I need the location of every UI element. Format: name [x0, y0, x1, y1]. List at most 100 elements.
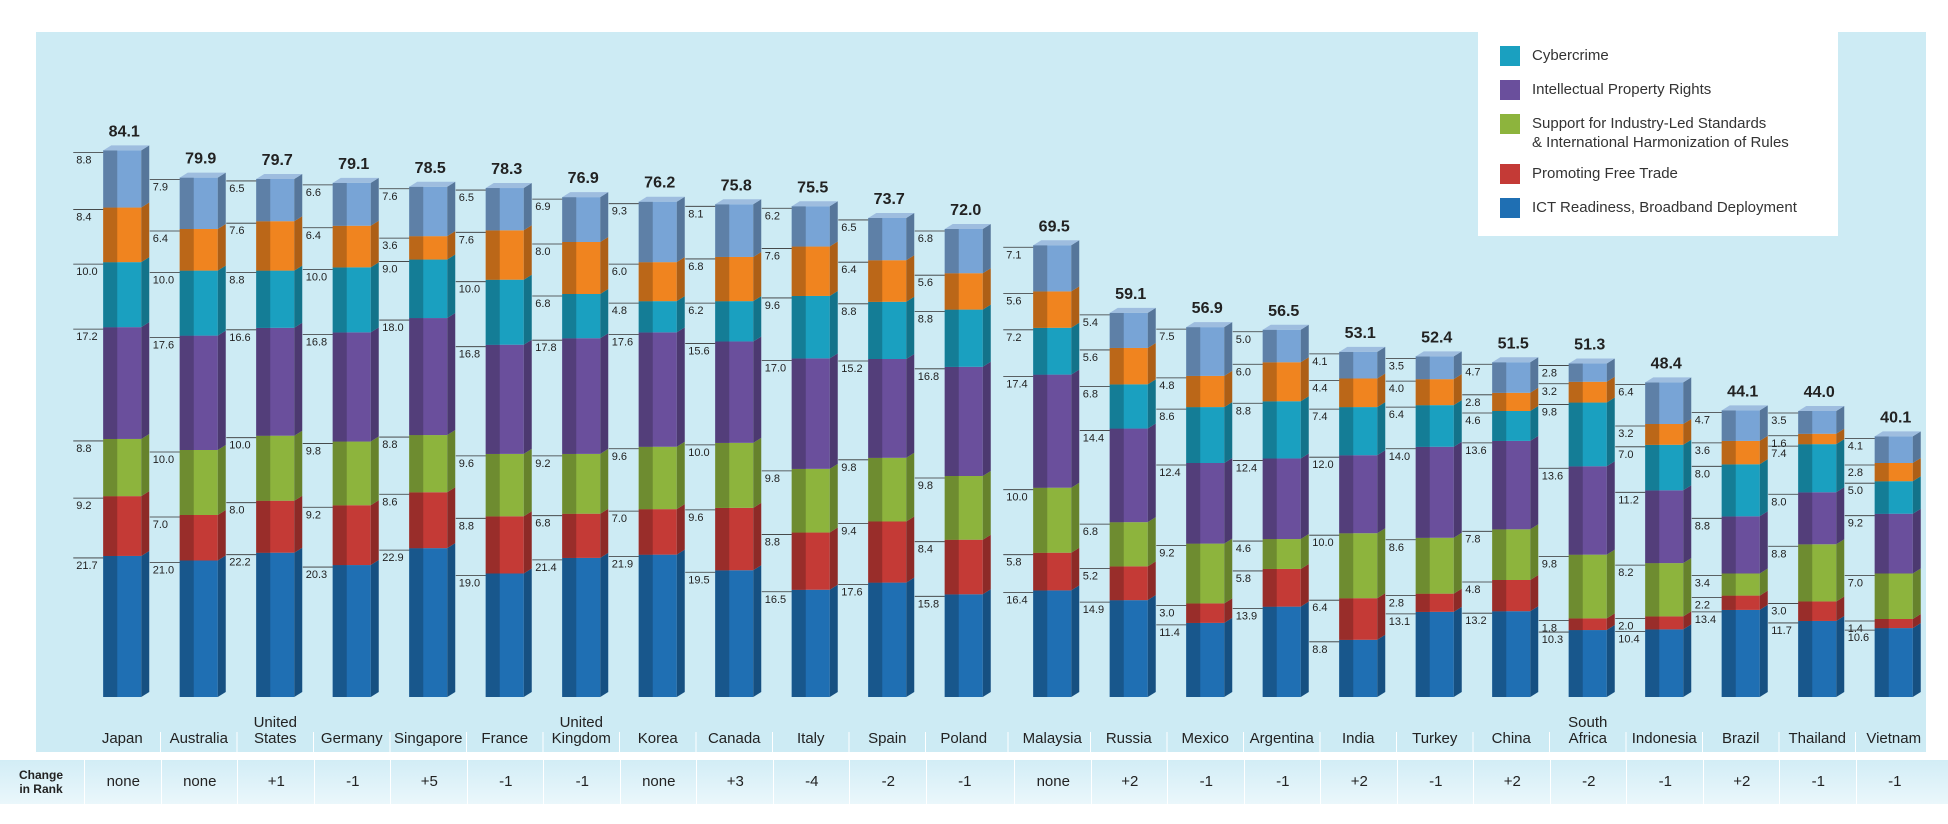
bar-segment-side [1759, 405, 1768, 441]
bar-segment-side [1606, 461, 1615, 555]
segment-value-label: 6.8 [918, 233, 933, 245]
bar-segment-shade [562, 242, 577, 294]
category-label: Spain [868, 730, 906, 747]
segment-value-label: 14.4 [1083, 433, 1104, 445]
category-label: Thailand [1788, 730, 1846, 747]
legend-item: Cybercrime [1500, 46, 1609, 66]
bar-segment-shade [562, 513, 577, 558]
bar-segment-shade [715, 507, 730, 571]
segment-value-label: 7.0 [612, 513, 627, 525]
segment-value-label: 8.4 [76, 212, 91, 224]
segment-value-label: 5.6 [1006, 295, 1021, 307]
rank-change-cell: +1 [237, 760, 315, 804]
bar-segment-side [294, 430, 303, 501]
segment-value-label: 13.9 [1236, 611, 1257, 623]
segment-value-label: 11.2 [1618, 494, 1639, 506]
bar-segment-shade [1415, 405, 1430, 447]
bar-total-label: 75.5 [797, 179, 828, 196]
bar-segment-shade [1186, 543, 1201, 604]
bar-top-cap [1874, 431, 1921, 437]
segment-value-label: 8.0 [535, 246, 550, 258]
bar-segment-shade [256, 500, 271, 553]
bar-segment-side [982, 304, 991, 367]
bar-segment-shade [1645, 424, 1660, 445]
bar-segment-side [1071, 585, 1080, 697]
legend-item: Support for Industry-Led Standards & Int… [1500, 114, 1789, 152]
segment-value-label: 6.5 [841, 222, 856, 234]
bar-segment-side [1453, 606, 1462, 697]
category-label: Kingdom [552, 730, 611, 747]
bar-segment-side [1071, 240, 1080, 292]
segment-value-label: 9.3 [612, 206, 627, 218]
legend-swatch [1500, 198, 1520, 218]
segment-value-label: 11.7 [1771, 625, 1792, 637]
rank-change-cell: -1 [1855, 760, 1934, 804]
bar-segment-shade [485, 188, 500, 231]
segment-value-label: 17.8 [535, 342, 556, 354]
bar-segment-side [829, 241, 838, 296]
bar-total-label: 56.9 [1192, 300, 1223, 317]
segment-value-label: 11.4 [1159, 627, 1180, 639]
rank-change-cell: -1 [1167, 760, 1245, 804]
bar-segment-side [676, 549, 685, 697]
bar-segment-shade [1568, 402, 1583, 467]
bar-segment-shade [1415, 611, 1430, 697]
bar-segment-shade [638, 446, 653, 510]
segment-value-label: 9.2 [1159, 548, 1174, 560]
segment-value-label: 15.2 [841, 363, 862, 375]
segment-value-label: 16.6 [229, 332, 250, 344]
bar-segment-shade [1262, 329, 1277, 363]
bar-top-cap [1492, 357, 1539, 363]
segment-value-label: 13.4 [1695, 614, 1716, 626]
segment-value-label: 9.8 [306, 446, 321, 458]
bar-segment-shade [1721, 440, 1736, 465]
segment-value-label: 3.0 [1159, 607, 1174, 619]
bar-total-label: 44.0 [1804, 384, 1835, 401]
segment-value-label: 8.8 [382, 439, 397, 451]
segment-value-label: 10.0 [688, 447, 709, 459]
bar-segment-side [141, 433, 150, 497]
category-label: India [1342, 730, 1375, 747]
bar-segment-side [1606, 549, 1615, 619]
bar-segment-side [370, 177, 379, 226]
bar-segment-shade [256, 270, 271, 328]
bar-segment-side [753, 336, 762, 443]
bar-segment-shade [1568, 554, 1583, 619]
segment-value-label: 8.8 [1695, 520, 1710, 532]
bar-segment-shade [1262, 458, 1277, 540]
bar-segment-side [217, 224, 226, 271]
bar-segment-side [1224, 598, 1233, 623]
bar-segment-side [141, 491, 150, 556]
bar-segment-side [1530, 387, 1539, 411]
category-label: Vietnam [1866, 730, 1921, 747]
bar-segment-shade [868, 582, 883, 697]
segment-value-label: 2.8 [1389, 598, 1404, 610]
category-label: China [1492, 730, 1532, 747]
bar-segment-side [1836, 428, 1845, 445]
bar-segment [1874, 619, 1913, 629]
bar-segment-shade [1109, 347, 1124, 385]
bar-segment-side [1300, 601, 1309, 697]
rank-change-cell: -4 [772, 760, 851, 804]
bar-segment-side [294, 216, 303, 271]
bar-total-label: 51.5 [1498, 335, 1529, 352]
segment-value-label: 16.8 [459, 349, 480, 361]
segment-value-label: 22.2 [229, 557, 250, 569]
change-in-rank-strip: Change in Rank none none +1 -1 +5 -1 -1 none +3-… [0, 760, 1948, 804]
rank-change-cell: -1 [543, 760, 621, 804]
segment-value-label: 6.4 [153, 233, 168, 245]
segment-value-label: 3.2 [1542, 386, 1557, 398]
bar-segment-shade [1186, 622, 1201, 697]
bar-total-label: 78.5 [415, 160, 446, 177]
bar-segment-shade [638, 301, 653, 333]
segment-value-label: 10.0 [76, 266, 97, 278]
bar-segment-side [447, 543, 456, 697]
bar-segment-side [1912, 623, 1921, 697]
segment-value-label: 8.6 [382, 496, 397, 508]
bar-segment-side [370, 327, 379, 442]
bar-segment-shade [868, 521, 883, 583]
bar-segment-shade [868, 301, 883, 359]
bar-segment-side [982, 471, 991, 540]
bar-segment-shade [1186, 407, 1201, 463]
bar-segment-shade [715, 442, 730, 508]
